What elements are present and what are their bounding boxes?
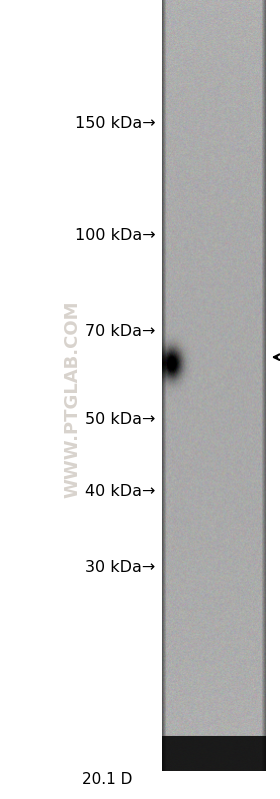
- Text: 150 kDa→: 150 kDa→: [75, 117, 155, 131]
- Text: 100 kDa→: 100 kDa→: [75, 229, 155, 243]
- Text: WWW.PTGLAB.COM: WWW.PTGLAB.COM: [64, 300, 82, 499]
- Text: 30 kDa→: 30 kDa→: [85, 560, 155, 574]
- Text: 40 kDa→: 40 kDa→: [85, 484, 155, 499]
- Text: 70 kDa→: 70 kDa→: [85, 324, 155, 339]
- Text: 20.1 D: 20.1 D: [82, 772, 132, 787]
- Text: 50 kDa→: 50 kDa→: [85, 412, 155, 427]
